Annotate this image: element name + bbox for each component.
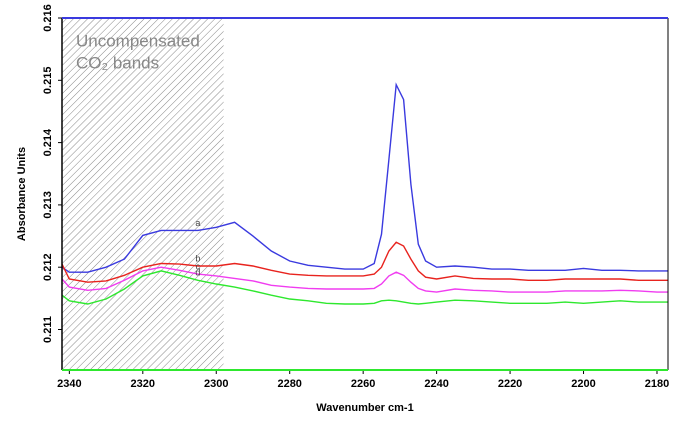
x-tick-label: 2200 (571, 378, 595, 390)
shaded-region (62, 18, 224, 370)
y-tick-label: 0.212 (42, 253, 54, 281)
x-tick-label: 2220 (498, 378, 522, 390)
series-line (61, 241, 668, 283)
x-tick-label: 2300 (204, 378, 228, 390)
series-line (61, 266, 668, 293)
y-tick-label: 0.216 (42, 4, 54, 32)
annotation: Uncompensated (76, 31, 200, 50)
series-line (61, 270, 668, 305)
y-tick-label: 0.213 (42, 191, 54, 219)
x-tick-label: 2340 (57, 378, 81, 390)
y-axis-label: Absorbance Units (16, 147, 28, 241)
x-tick-label: 2240 (424, 378, 448, 390)
series-label: c (196, 261, 201, 271)
y-tick-label: 0.211 (42, 316, 54, 343)
annotation: CO₂ bands (76, 53, 159, 72)
x-tick-label: 2260 (351, 378, 375, 390)
series-label: b (195, 253, 200, 263)
x-axis-label: Wavenumber cm-1 (316, 402, 413, 414)
x-tick-label: 2320 (131, 378, 155, 390)
series-label: d (195, 268, 200, 278)
y-tick-label: 0.215 (42, 67, 54, 95)
x-tick-label: 2180 (645, 378, 669, 390)
series-line (61, 82, 668, 273)
series-label: a (195, 218, 200, 228)
y-tick-label: 0.214 (42, 128, 54, 156)
x-tick-label: 2280 (277, 378, 301, 390)
